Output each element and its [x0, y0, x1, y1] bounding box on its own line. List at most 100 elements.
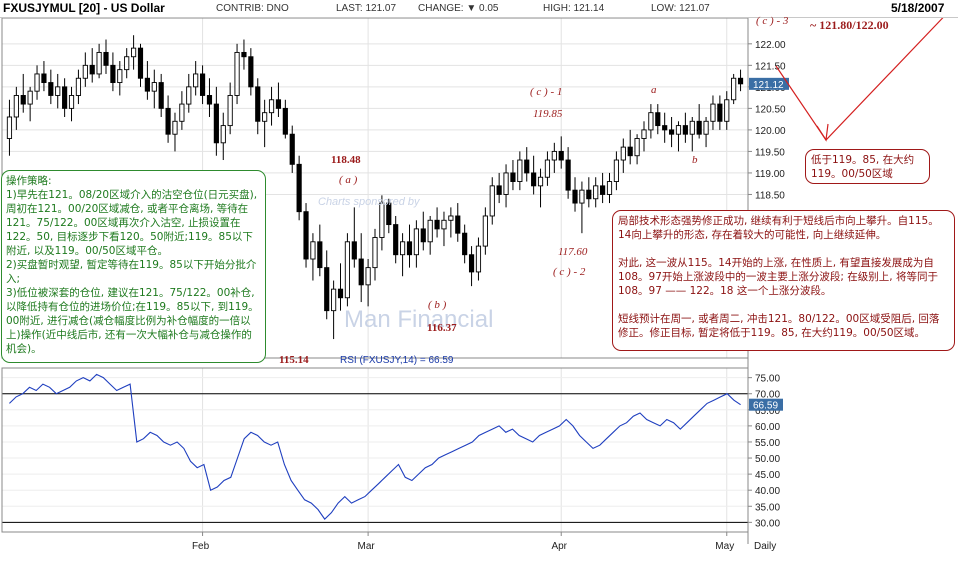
candle-body [606, 181, 613, 195]
rsi-value-tag [749, 398, 783, 411]
candle [372, 228, 378, 281]
candle [455, 203, 461, 242]
candle [627, 129, 633, 165]
candle-body [289, 133, 295, 165]
candle-body [34, 73, 40, 92]
candle-body [351, 241, 357, 260]
candle [613, 151, 619, 191]
candle [206, 78, 213, 117]
wave-a-price: 118.48 [331, 154, 361, 166]
candle-body [441, 219, 447, 230]
candle-body [675, 125, 682, 135]
candle-body [420, 228, 426, 243]
candle-body [234, 51, 240, 96]
candle [158, 73, 164, 117]
candle [482, 207, 488, 255]
candle [662, 112, 668, 143]
candle-body [710, 103, 716, 122]
wave-b-price: 116.37 [427, 322, 457, 334]
rsi-value-tag-label: 66.59 [753, 401, 778, 412]
candle-body [179, 103, 185, 122]
candle [393, 215, 399, 264]
rsi-tick-label: 35.00 [755, 502, 780, 513]
candle [648, 104, 654, 139]
candle [593, 177, 599, 208]
candle-body [717, 103, 723, 122]
candle-body [255, 86, 261, 122]
candle [41, 61, 47, 92]
candle [82, 52, 88, 87]
candle [655, 104, 661, 135]
strategy-box: 操作策略: 1)早先在121。08/20区域介入的沽空仓位(日元买盘), 周初在… [1, 170, 266, 363]
candle [586, 177, 592, 208]
x-tick-label: May [715, 541, 734, 552]
candle [55, 73, 61, 109]
high-price: HIGH: 121.14 [543, 3, 605, 14]
candle [165, 95, 171, 143]
candle [186, 73, 192, 113]
x-tick-label: Mar [357, 541, 375, 552]
candle [337, 263, 344, 311]
candle-body [158, 82, 164, 109]
candle-body [13, 95, 19, 118]
candle-body [413, 228, 419, 256]
candle [703, 116, 709, 148]
x-axis-period-label: Daily [754, 541, 776, 552]
wave-a-label: ( a ) [339, 174, 358, 186]
candle [268, 86, 275, 126]
rsi-tick-label: 70.00 [755, 390, 780, 401]
wave-b-label: ( b ) [428, 299, 447, 311]
candle-body [27, 90, 33, 105]
candle-body [572, 189, 578, 204]
candle-body [172, 120, 178, 135]
wave-c2-label: ( c ) - 2 [553, 266, 586, 278]
candle-body [531, 172, 537, 187]
candle-body [62, 86, 68, 109]
candle [20, 73, 26, 113]
candle [358, 233, 364, 303]
candle-body [303, 211, 309, 260]
candle-body [427, 219, 433, 243]
candle-body [331, 288, 337, 312]
rsi-tick-label: 40.00 [755, 486, 780, 497]
candle [434, 207, 440, 238]
candle [144, 61, 150, 100]
candle-body [75, 77, 82, 96]
candle [172, 112, 178, 152]
candle-body [482, 215, 488, 247]
candle [75, 69, 82, 105]
candle-body [310, 241, 316, 260]
rsi-tick-label: 75.00 [755, 374, 780, 385]
candle [448, 207, 454, 238]
candle-body [275, 99, 282, 109]
rsi-tick-label: 55.00 [755, 438, 780, 449]
candle-body [524, 159, 530, 174]
candle-body [103, 51, 109, 66]
candle-body [268, 99, 275, 114]
candle [531, 155, 537, 195]
candle-body [689, 120, 695, 135]
candle [572, 177, 578, 212]
candle [324, 250, 330, 320]
price-tick-label: 120.00 [755, 126, 786, 137]
low-price: LOW: 121.07 [651, 3, 710, 14]
candle-body [558, 150, 564, 161]
candle [475, 237, 482, 281]
wave-c1-price: 119.85 [533, 108, 563, 120]
last-price-tag-label: 121.12 [753, 80, 784, 91]
candle-body [731, 77, 737, 101]
watermark-sponsor: Charts sponsored by [318, 196, 420, 208]
candle [579, 181, 585, 234]
rsi-line [9, 373, 741, 520]
candle-body [165, 107, 171, 135]
candlestick-series [6, 35, 744, 340]
candle [48, 69, 54, 105]
candle [400, 233, 406, 277]
candle-body [400, 241, 406, 256]
candle-body [393, 224, 399, 256]
rsi-tick-label: 65.00 [755, 406, 780, 417]
candle-body [434, 219, 440, 230]
candle [641, 121, 647, 152]
projection-arrowhead-down [816, 123, 829, 142]
candle-body [144, 77, 150, 92]
